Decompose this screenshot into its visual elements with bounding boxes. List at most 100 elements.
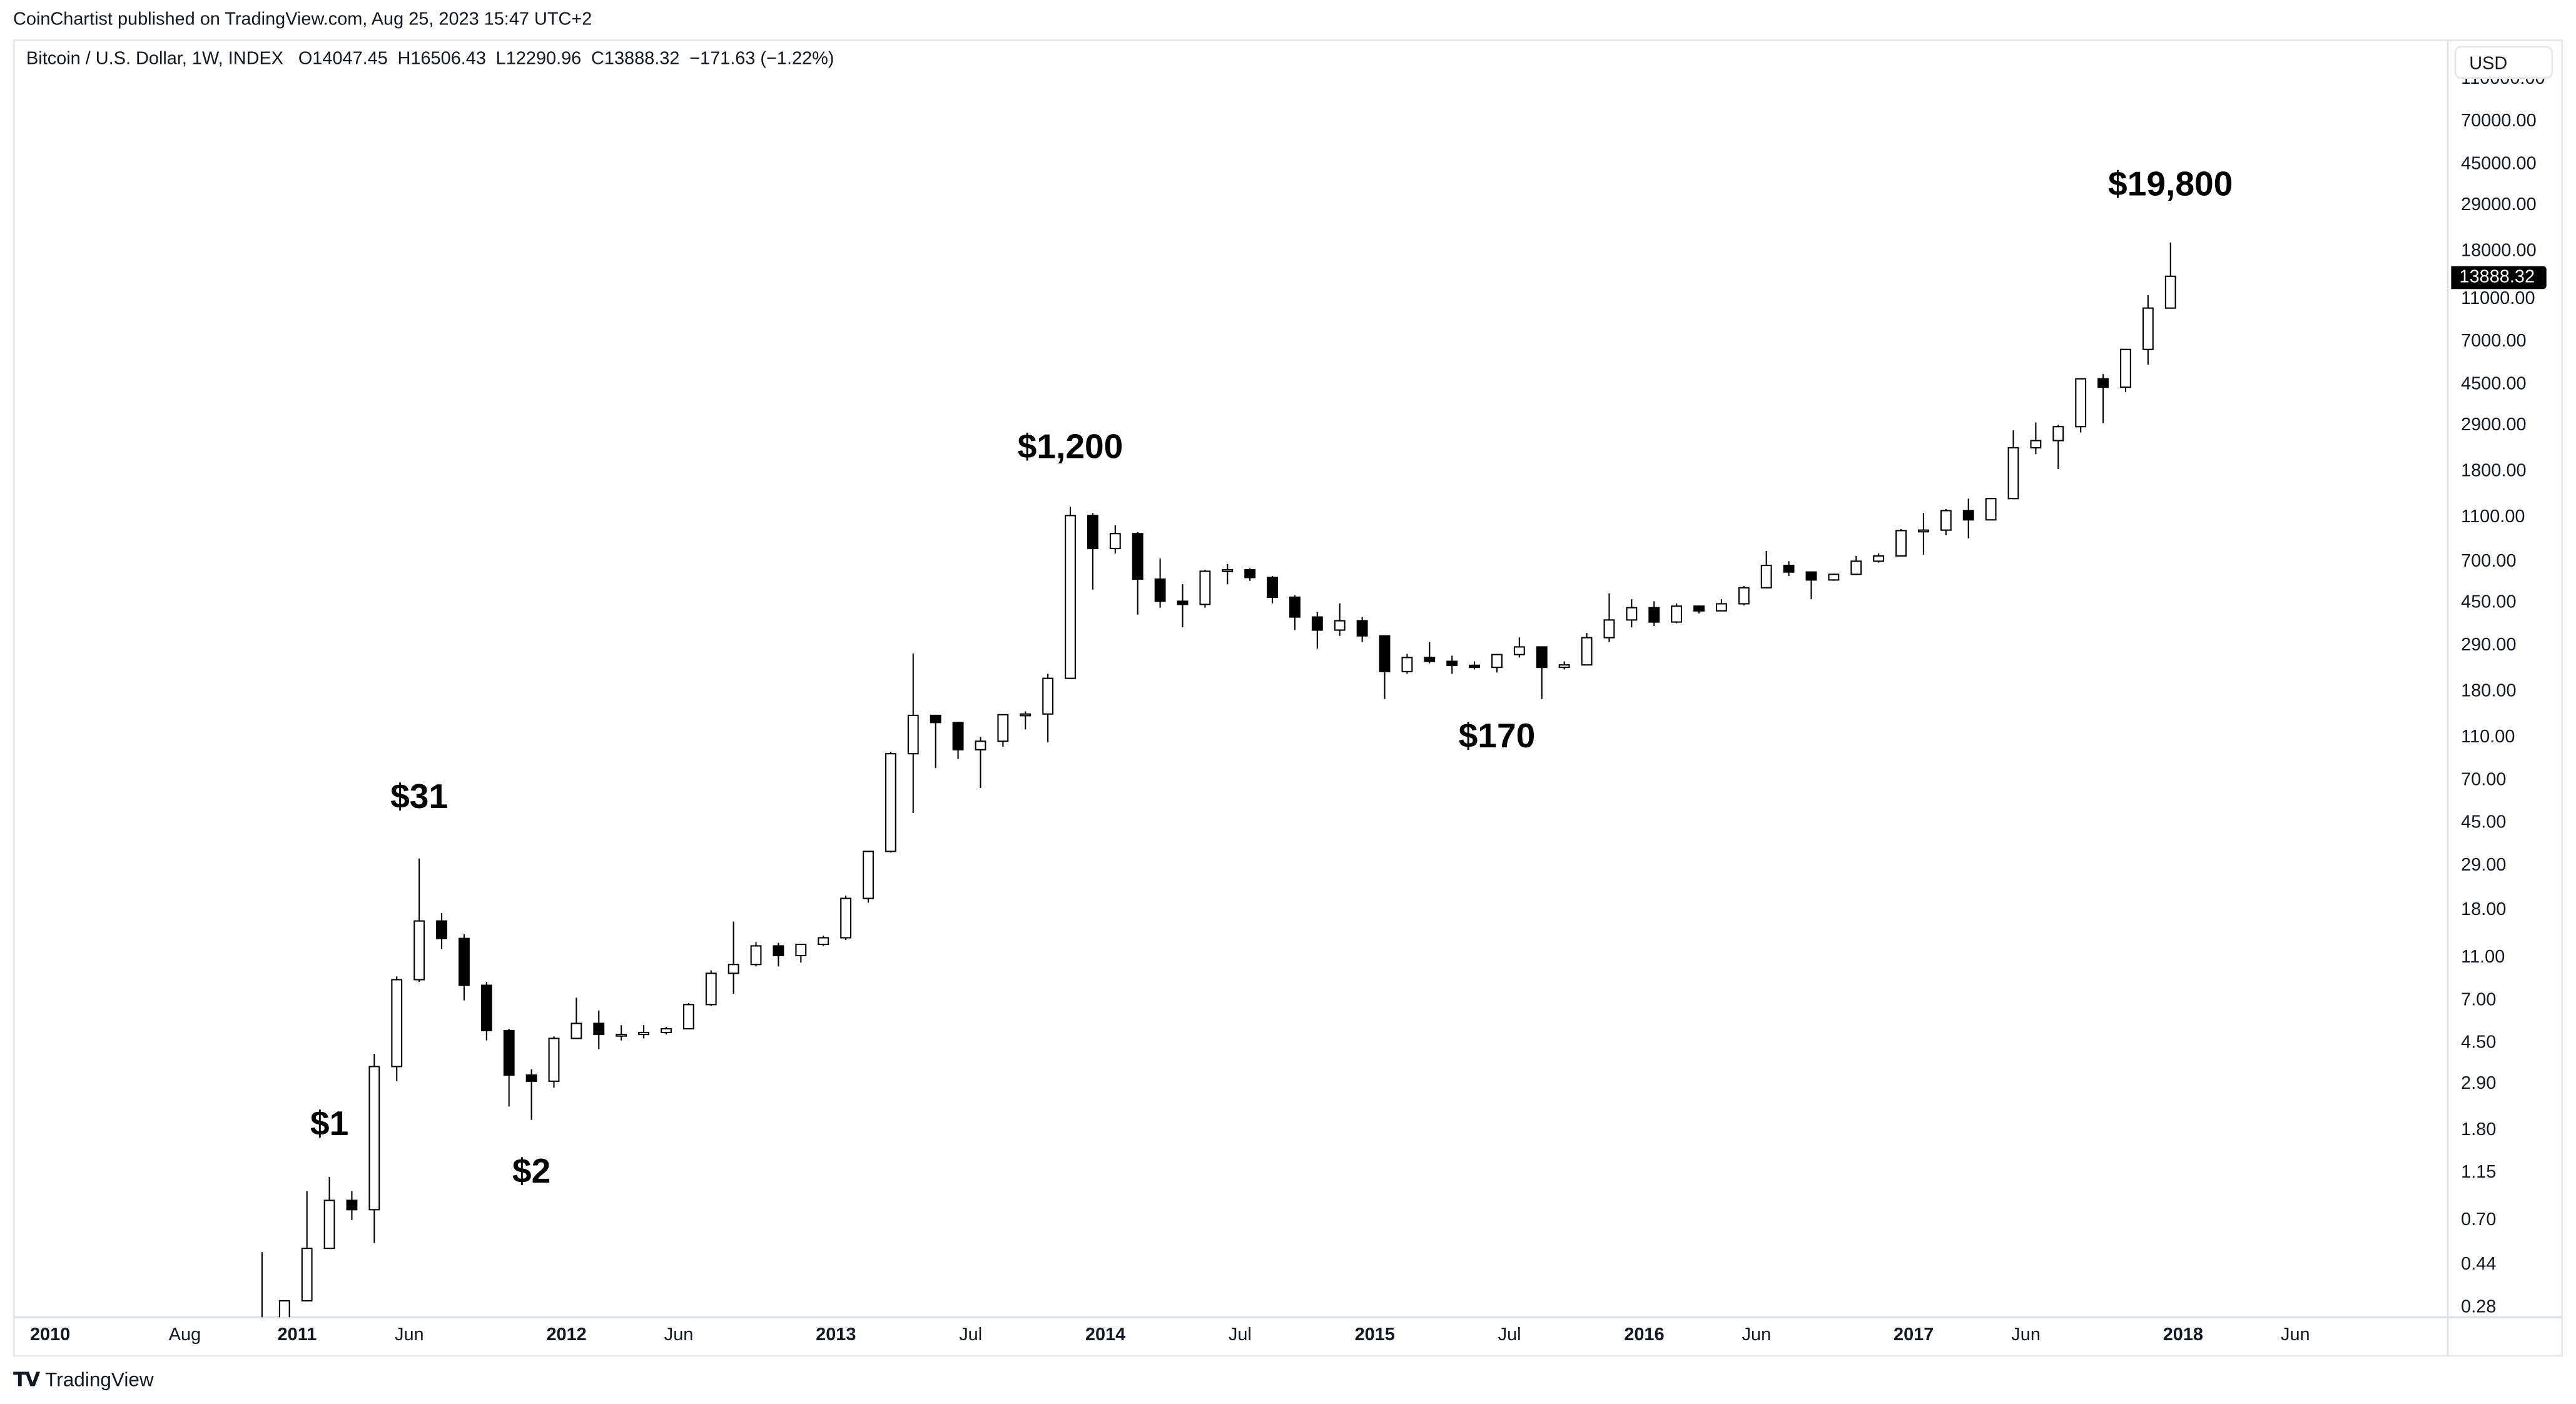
price-tick-label: 2.90 [2461, 1074, 2497, 1094]
candle [413, 858, 425, 982]
candle-body-up [2075, 378, 2087, 428]
candle [750, 942, 762, 967]
candle-body-up [278, 1300, 290, 1318]
candle-body-up [1334, 620, 1346, 631]
candle [548, 1036, 560, 1088]
tradingview-logo-icon[interactable]: 𝗧𝗩 [13, 1368, 40, 1391]
candle-body-up [1940, 510, 1952, 531]
candle [570, 997, 582, 1039]
candle [1109, 525, 1121, 553]
candle-body-up [1513, 646, 1525, 655]
candle [818, 936, 829, 946]
candle [278, 1300, 290, 1318]
candle [1334, 603, 1346, 636]
candle [1940, 508, 1952, 535]
price-tick-label: 29000.00 [2461, 196, 2537, 216]
ohlc-close: C13888.32 [591, 49, 680, 69]
candle [1805, 571, 1817, 600]
symbol-name: Bitcoin / U.S. Dollar, 1W, INDEX [26, 49, 284, 69]
candle-body-up [2142, 307, 2154, 350]
price-tick-label: 11000.00 [2461, 288, 2535, 309]
price-tick-label: 0.28 [2461, 1297, 2497, 1318]
price-tick-label: 11.00 [2461, 947, 2505, 967]
candle [1222, 563, 1234, 585]
candle [885, 751, 896, 853]
candle [261, 1252, 263, 1318]
candle-body-down [1536, 646, 1548, 669]
candle-body-down [773, 945, 784, 957]
symbol-legend: Bitcoin / U.S. Dollar, 1W, INDEX O14047.… [26, 49, 844, 69]
candle-body-up [1199, 570, 1211, 605]
candle-body-up [1603, 619, 1615, 639]
chart-pane[interactable] [13, 39, 2563, 1357]
ohlc-open: O14047.45 [298, 49, 388, 69]
candle [1918, 513, 1929, 555]
candle-body-up [1491, 654, 1503, 669]
candle-body-up [2052, 426, 2064, 442]
currency-button[interactable]: USD [2454, 46, 2553, 79]
candle [1962, 498, 1974, 538]
time-tick-label: 2014 [1085, 1325, 1126, 1345]
candle [503, 1028, 515, 1107]
last-price-label: 13888.32 [2451, 266, 2547, 290]
price-tick-label: 1100.00 [2461, 508, 2525, 528]
candle [907, 653, 919, 813]
time-tick-label: 2015 [1354, 1325, 1395, 1345]
candle-body-down [1289, 596, 1301, 618]
candle [458, 934, 470, 1001]
candle [705, 970, 717, 1006]
candle [975, 737, 986, 788]
price-tick-label: 0.70 [2461, 1210, 2497, 1230]
candle-body-down [1805, 571, 1817, 581]
candle-body-up [2164, 275, 2176, 309]
candle [1267, 575, 1278, 604]
candle-body-up [750, 945, 762, 966]
candle [1446, 655, 1458, 674]
time-tick-label: 2013 [816, 1325, 856, 1345]
price-annotation: $31 [390, 779, 449, 817]
time-tick-label: 2018 [2163, 1325, 2204, 1345]
candle [1873, 553, 1885, 563]
candle [1536, 646, 1548, 699]
candle [1042, 674, 1054, 742]
candle-body-up [1065, 515, 1076, 679]
price-tick-label: 45000.00 [2461, 154, 2537, 174]
candle [997, 714, 1009, 747]
candle-body-down [503, 1029, 515, 1076]
candle [2030, 422, 2042, 455]
candle [1738, 585, 1750, 606]
time-tick-label: 2011 [277, 1325, 317, 1345]
candle [436, 912, 447, 949]
candle [1020, 711, 1032, 730]
candle-body-up [548, 1038, 560, 1082]
candle [1311, 612, 1323, 649]
candle-body-up [638, 1031, 649, 1036]
candle-body-down [1356, 620, 1368, 637]
candle [1424, 642, 1436, 664]
candle-body-down [2097, 378, 2109, 388]
candle-body-up [795, 943, 807, 957]
candle-body-down [1132, 533, 1143, 580]
time-tick-label: 2010 [29, 1325, 71, 1345]
time-tick-label: Jun [2281, 1325, 2310, 1345]
candle-body-up [997, 714, 1009, 742]
candle-body-up [1895, 530, 1907, 557]
candle [661, 1027, 672, 1035]
candle [1671, 603, 1683, 624]
candle [368, 1053, 380, 1243]
price-tick-label: 700.00 [2461, 551, 2517, 572]
candle [1648, 601, 1660, 626]
candle-body-up [616, 1033, 627, 1037]
brand-name[interactable]: TradingView [45, 1368, 154, 1391]
candle [1693, 605, 1705, 614]
candle-body-up [682, 1004, 694, 1030]
price-annotation: $170 [1458, 718, 1536, 756]
candle-body-up [1581, 637, 1593, 666]
candle [1850, 555, 1862, 575]
time-tick-label: Jun [395, 1325, 424, 1345]
price-tick-label: 1.15 [2461, 1163, 2497, 1183]
candle-body-up [1715, 603, 1727, 612]
price-tick-label: 18000.00 [2461, 241, 2537, 261]
price-annotation: $1,200 [1017, 428, 1123, 466]
